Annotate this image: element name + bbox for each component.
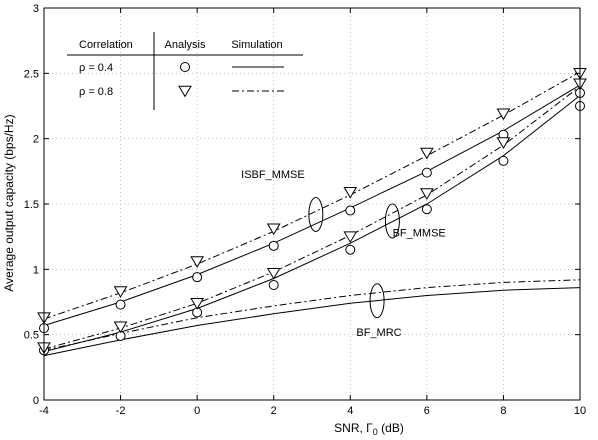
bf-mmse-rho-04-simulation-line — [43, 95, 581, 353]
bf-mmse-rho-08-analysis-point — [343, 231, 358, 244]
isbf-mmse-rho-08-analysis-point — [266, 223, 281, 236]
bf-mmse-rho-08-analysis-point — [113, 321, 128, 334]
y-tick-label: 0 — [33, 395, 39, 407]
y-tick-label: 0.5 — [24, 330, 39, 342]
isbf-mmse-rho-04-analysis-point — [192, 272, 203, 283]
tick-layer: -4 -2 0 2 4 6 8 10 0 0.5 1 1.5 2 2.5 3 — [24, 3, 586, 417]
isbf-mmse-rho-08-analysis-point — [496, 108, 511, 121]
y-tick-label: 2.5 — [24, 68, 39, 80]
y-tick-label: 1.5 — [24, 199, 39, 211]
x-tick-label: 6 — [424, 405, 430, 417]
marker-layer — [37, 68, 587, 356]
legend-circle-marker — [180, 62, 190, 72]
legend-header-analysis: Analysis — [165, 39, 206, 51]
x-tick-label: -2 — [116, 405, 126, 417]
bf-mmse-rho-08-analysis-point — [190, 298, 205, 310]
legend: Correlation Analysis Simulation ρ = 0.4 ρ = … — [67, 32, 303, 110]
legend-triangle-marker — [178, 85, 192, 98]
bf-mmse-rho-04-analysis-point — [268, 280, 279, 291]
x-tick-label: -4 — [39, 405, 49, 417]
isbf-mmse-rho-04-analysis-point — [421, 167, 432, 178]
bf-mmse-rho-08-analysis-point — [419, 188, 434, 200]
x-tick-label: 2 — [271, 405, 277, 417]
y-tick-label: 1 — [33, 264, 39, 276]
isbf-mmse-rho-08-analysis-point — [190, 256, 205, 268]
x-axis-label: SNR, Γ0 (dB) — [334, 421, 404, 437]
isbf-mmse-rho-04-analysis-point — [345, 205, 356, 216]
bf-mrc-label: BF_MRC — [356, 327, 401, 339]
isbf-mmse-rho-08-analysis-point — [419, 147, 434, 160]
bf-mmse-rho-08-analysis-point — [266, 267, 281, 280]
annotation-layer: ISBF_MMSE BF_MMSE BF_MRC — [241, 169, 446, 339]
y-tick-label: 3 — [33, 3, 39, 15]
x-tick-label: 4 — [347, 405, 353, 417]
bf-mmse-rho-04-analysis-point — [498, 155, 509, 166]
legend-row-label-2: ρ = 0.8 — [79, 86, 113, 98]
bf-mrc-rho-04-simulation-line — [43, 287, 581, 357]
x-axis-label-unit: (dB) — [378, 421, 404, 435]
isbf-mmse-label: ISBF_MMSE — [241, 169, 305, 181]
bf-mrc-ellipse — [369, 283, 385, 319]
grid — [44, 8, 580, 400]
isbf-mmse-rho-08-analysis-point — [113, 286, 128, 298]
x-axis-label-subscript: 0 — [373, 427, 378, 437]
y-tick-label: 2 — [33, 134, 39, 146]
y-axis-label: Average output capacity (bps/Hz) — [2, 114, 16, 291]
isbf-mmse-rho-04-analysis-point — [115, 299, 126, 310]
bf-mmse-rho-04-analysis-point — [345, 244, 356, 255]
bf-mmse-rho-08-simulation-line — [43, 86, 581, 350]
bf-mmse-rho-08-analysis-point — [496, 137, 511, 149]
isbf-mmse-ellipse — [308, 196, 324, 232]
bf-mmse-label: BF_MMSE — [393, 228, 446, 240]
legend-header-correlation: Correlation — [79, 39, 133, 51]
bf-mmse-ellipse — [384, 203, 400, 239]
legend-row-label-1: ρ = 0.4 — [79, 62, 113, 74]
series-layer — [43, 71, 581, 357]
isbf-mmse-rho-04-simulation-line — [43, 84, 581, 326]
x-tick-label: 8 — [500, 405, 506, 417]
x-axis-label-main: SNR, Γ — [334, 421, 373, 435]
bf-mmse-rho-04-analysis-point — [421, 204, 432, 215]
isbf-mmse-rho-08-simulation-line — [43, 71, 581, 320]
isbf-mmse-rho-08-analysis-point — [343, 186, 358, 199]
x-tick-label: 10 — [574, 405, 586, 417]
isbf-mmse-rho-04-analysis-point — [268, 240, 279, 251]
x-tick-label: 0 — [194, 405, 200, 417]
legend-header-simulation: Simulation — [231, 39, 282, 51]
bf-mrc-rho-08-simulation-line — [43, 279, 581, 351]
